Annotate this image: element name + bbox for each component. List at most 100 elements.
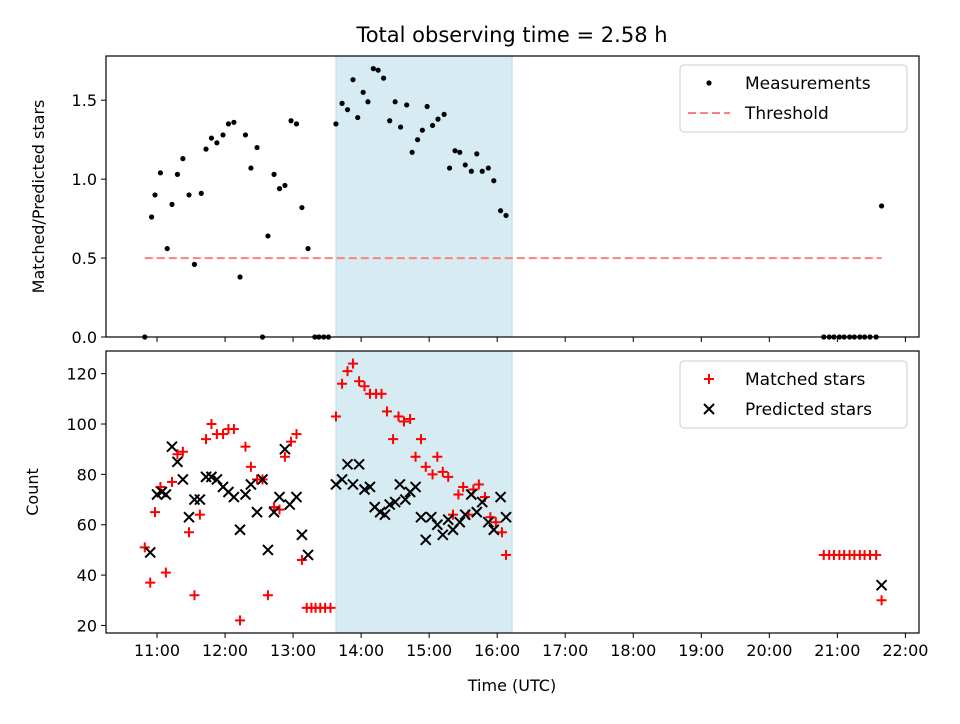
data-point <box>265 233 271 239</box>
data-point <box>245 461 256 472</box>
data-point <box>271 171 277 177</box>
data-point <box>194 493 206 506</box>
data-point-b <box>268 506 280 518</box>
data-point <box>468 168 474 174</box>
data-point <box>437 466 448 477</box>
x-tick-label: 20:00 <box>746 641 792 660</box>
y-tick-label: 80 <box>77 465 97 484</box>
data-point-b <box>336 473 348 486</box>
data-point <box>392 99 398 105</box>
data-point <box>339 100 345 106</box>
data-point <box>302 549 314 561</box>
data-point <box>482 516 495 528</box>
data-point <box>166 440 178 453</box>
data-point <box>474 151 480 157</box>
data-point-b <box>290 491 303 503</box>
data-point <box>364 481 376 493</box>
data-point <box>347 358 358 369</box>
data-point-b <box>465 488 478 501</box>
data-point-b <box>234 524 246 536</box>
data-point <box>344 107 351 113</box>
data-point <box>325 602 336 613</box>
data-point <box>399 493 412 506</box>
data-point <box>206 419 217 430</box>
x-tick-label: 17:00 <box>542 641 588 660</box>
y-tick-label: 1.5 <box>72 91 97 110</box>
data-point <box>290 491 303 503</box>
data-point <box>198 190 204 196</box>
data-point <box>228 424 239 435</box>
y-tick-label: 40 <box>77 566 97 585</box>
data-point <box>160 567 171 578</box>
data-point <box>462 162 468 168</box>
data-point <box>490 517 501 528</box>
data-point <box>365 99 371 105</box>
data-point <box>208 135 215 141</box>
data-point <box>269 502 280 513</box>
data-point <box>441 111 447 118</box>
data-point <box>149 507 160 518</box>
data-point-b <box>194 493 206 506</box>
x-tick-label: 19:00 <box>678 641 724 660</box>
y-axis-label: Matched/Predicted stars <box>29 100 48 294</box>
data-point <box>248 165 254 171</box>
data-point <box>389 496 401 508</box>
x-tick-label: 14:00 <box>338 641 384 660</box>
data-point-b <box>369 501 381 513</box>
data-point <box>330 411 341 422</box>
data-point <box>370 66 376 72</box>
data-point <box>429 122 436 129</box>
legend-label: Threshold <box>744 104 829 124</box>
data-point <box>388 434 399 445</box>
data-point <box>419 127 425 133</box>
data-point <box>453 489 464 500</box>
data-point <box>276 186 283 192</box>
data-point <box>296 554 307 565</box>
count-panel: 20 40 60 80 100 120 11:00 12:00 13:00 14:00 15:00 1… <box>23 350 928 660</box>
data-point <box>424 103 430 110</box>
y-tick-label: 100 <box>66 415 97 434</box>
data-point <box>171 456 184 468</box>
data-point <box>341 458 354 471</box>
data-point <box>293 121 300 127</box>
data-point <box>189 590 200 601</box>
data-point-b <box>454 516 466 528</box>
data-point <box>251 506 263 518</box>
data-point-b <box>239 488 252 501</box>
data-point <box>457 149 463 155</box>
data-point-b <box>256 473 269 486</box>
data-point-b <box>166 440 178 453</box>
data-point <box>254 144 260 151</box>
data-point <box>231 119 237 125</box>
data-point <box>183 511 195 523</box>
plot-frame <box>105 350 920 634</box>
data-point <box>235 615 246 626</box>
data-point <box>174 171 181 177</box>
legend-swatch <box>704 374 714 384</box>
data-point <box>211 473 223 486</box>
data-point <box>458 481 469 492</box>
y-tick-label: 1.0 <box>72 170 97 189</box>
data-point <box>355 114 361 121</box>
data-point <box>333 121 339 127</box>
data-point-b <box>379 508 391 521</box>
data-point-b <box>500 511 512 523</box>
data-point <box>169 201 175 207</box>
data-point <box>337 378 348 389</box>
data-point-b <box>262 544 274 556</box>
data-point <box>200 471 212 483</box>
data-point <box>379 508 391 521</box>
data-point <box>394 478 406 491</box>
data-point <box>220 132 226 138</box>
series-predicted-stars <box>144 440 888 591</box>
legend-swatch <box>706 80 712 86</box>
data-point <box>177 473 189 486</box>
data-point-b <box>183 511 195 523</box>
data-point <box>166 476 177 487</box>
data-point <box>431 519 444 531</box>
data-point-b <box>160 488 172 501</box>
data-point-b <box>409 481 422 493</box>
data-point <box>177 446 188 457</box>
y-tick-label: 0.5 <box>72 249 97 268</box>
legend-box <box>679 64 908 133</box>
